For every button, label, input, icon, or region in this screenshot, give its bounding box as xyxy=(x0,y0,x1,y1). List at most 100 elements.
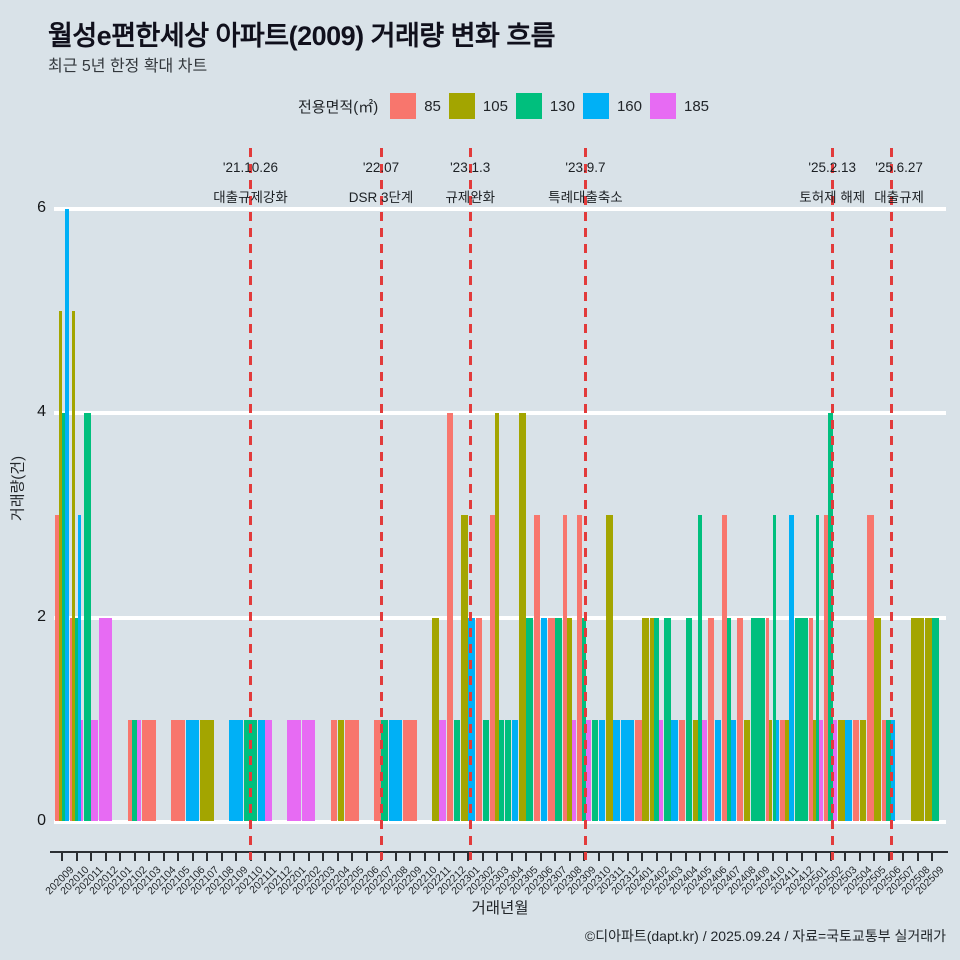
bar xyxy=(685,617,693,821)
bar xyxy=(886,719,891,821)
event-label: 대출규제 xyxy=(874,190,924,205)
bar xyxy=(591,719,599,821)
bar xyxy=(577,515,582,821)
bar xyxy=(91,719,98,821)
bar xyxy=(432,617,439,821)
legend-swatch xyxy=(582,93,609,119)
x-tick xyxy=(264,852,266,861)
event-line xyxy=(583,148,587,860)
gridline xyxy=(54,615,946,620)
bar xyxy=(819,719,823,821)
bar xyxy=(446,413,454,821)
bar xyxy=(98,617,113,821)
bar xyxy=(789,515,794,821)
event-label: 대출규제강화 xyxy=(213,190,288,205)
x-tick xyxy=(220,852,223,861)
event-label: 특례대출축소 xyxy=(548,190,623,205)
bar xyxy=(567,617,572,821)
bar xyxy=(330,719,338,821)
bar xyxy=(84,413,91,821)
bar xyxy=(794,617,809,821)
bar xyxy=(571,719,577,821)
event-date: '21.10.26 xyxy=(222,160,279,175)
x-tick xyxy=(858,852,861,861)
x-tick xyxy=(873,852,875,861)
legend-swatch xyxy=(390,93,417,119)
event-date: '25.2.13 xyxy=(808,160,857,175)
y-tick-label: 2 xyxy=(37,607,46,625)
x-tick xyxy=(61,852,63,861)
bar xyxy=(658,719,664,821)
bar xyxy=(707,617,715,821)
bar xyxy=(345,719,359,821)
x-tick xyxy=(293,852,295,861)
x-tick xyxy=(539,852,542,861)
event-date: '23.1.3 xyxy=(450,160,491,175)
bar xyxy=(337,719,345,821)
bar xyxy=(562,515,568,821)
x-tick xyxy=(525,852,527,861)
legend-swatch xyxy=(448,93,475,119)
bar xyxy=(72,311,76,821)
x-tick xyxy=(481,852,484,861)
bar xyxy=(69,617,73,821)
bar xyxy=(780,719,785,821)
bar xyxy=(171,719,185,821)
x-tick xyxy=(786,852,788,861)
bar xyxy=(828,413,833,821)
x-tick xyxy=(612,852,614,861)
bar xyxy=(620,719,635,821)
bar xyxy=(874,617,881,821)
x-tick xyxy=(322,852,324,861)
event-line xyxy=(379,148,383,860)
x-tick xyxy=(365,852,368,861)
x-tick xyxy=(278,852,281,861)
x-tick xyxy=(902,852,904,861)
x-tick xyxy=(75,852,78,861)
x-tick xyxy=(148,852,150,861)
bar xyxy=(642,617,649,821)
bar xyxy=(838,719,845,821)
x-tick xyxy=(438,852,440,861)
x-tick xyxy=(90,852,92,861)
bar xyxy=(678,719,686,821)
event-line xyxy=(249,148,252,860)
x-tick xyxy=(510,852,513,861)
bar xyxy=(494,413,500,821)
bar xyxy=(702,719,707,821)
bar xyxy=(812,719,816,821)
bar xyxy=(482,719,490,821)
page-title: 월성e편한세상 아파트(2009) 거래량 변화 흐름 xyxy=(48,21,556,51)
event-label: DSR 3단계 xyxy=(348,190,414,205)
gridline xyxy=(54,206,946,211)
legend-item-label: 130 xyxy=(549,97,575,115)
bar xyxy=(439,719,446,821)
bar xyxy=(526,617,533,821)
bar xyxy=(664,617,671,821)
x-tick xyxy=(713,852,716,861)
gridline xyxy=(54,820,946,824)
x-tick xyxy=(844,852,846,861)
bar xyxy=(598,719,606,821)
bar xyxy=(301,719,316,821)
bar xyxy=(654,617,659,821)
x-tick xyxy=(597,852,600,861)
legend-item-label: 160 xyxy=(616,97,642,115)
x-tick xyxy=(757,852,759,861)
bar xyxy=(784,719,790,821)
x-tick xyxy=(104,852,107,861)
bar xyxy=(453,719,461,821)
legend-item-label: 85 xyxy=(424,97,441,115)
bar xyxy=(548,617,555,821)
bar xyxy=(769,719,773,821)
x-tick xyxy=(684,852,687,861)
gridline xyxy=(54,411,946,416)
bar xyxy=(200,719,214,821)
legend: 전용면적(㎡) 85 105 130 160 185 xyxy=(298,92,717,120)
x-tick xyxy=(931,852,933,861)
bar xyxy=(881,719,887,821)
x-tick xyxy=(916,852,919,861)
bar xyxy=(65,208,69,821)
bar xyxy=(519,413,526,821)
bar xyxy=(77,515,81,821)
